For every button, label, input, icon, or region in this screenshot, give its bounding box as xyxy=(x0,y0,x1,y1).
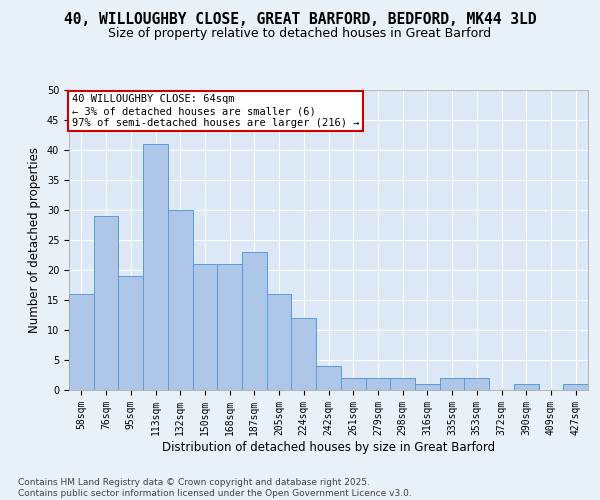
Bar xyxy=(341,378,365,390)
Bar xyxy=(514,384,539,390)
Text: Contains HM Land Registry data © Crown copyright and database right 2025.
Contai: Contains HM Land Registry data © Crown c… xyxy=(18,478,412,498)
Bar xyxy=(118,276,143,390)
X-axis label: Distribution of detached houses by size in Great Barford: Distribution of detached houses by size … xyxy=(162,440,495,454)
Bar xyxy=(292,318,316,390)
Bar xyxy=(94,216,118,390)
Text: 40 WILLOUGHBY CLOSE: 64sqm
← 3% of detached houses are smaller (6)
97% of semi-d: 40 WILLOUGHBY CLOSE: 64sqm ← 3% of detac… xyxy=(71,94,359,128)
Bar xyxy=(69,294,94,390)
Bar xyxy=(563,384,588,390)
Bar xyxy=(267,294,292,390)
Bar xyxy=(390,378,415,390)
Bar xyxy=(168,210,193,390)
Bar xyxy=(217,264,242,390)
Bar xyxy=(415,384,440,390)
Bar xyxy=(365,378,390,390)
Bar xyxy=(143,144,168,390)
Text: 40, WILLOUGHBY CLOSE, GREAT BARFORD, BEDFORD, MK44 3LD: 40, WILLOUGHBY CLOSE, GREAT BARFORD, BED… xyxy=(64,12,536,28)
Y-axis label: Number of detached properties: Number of detached properties xyxy=(28,147,41,333)
Text: Size of property relative to detached houses in Great Barford: Size of property relative to detached ho… xyxy=(109,28,491,40)
Bar xyxy=(440,378,464,390)
Bar xyxy=(316,366,341,390)
Bar xyxy=(464,378,489,390)
Bar xyxy=(242,252,267,390)
Bar xyxy=(193,264,217,390)
